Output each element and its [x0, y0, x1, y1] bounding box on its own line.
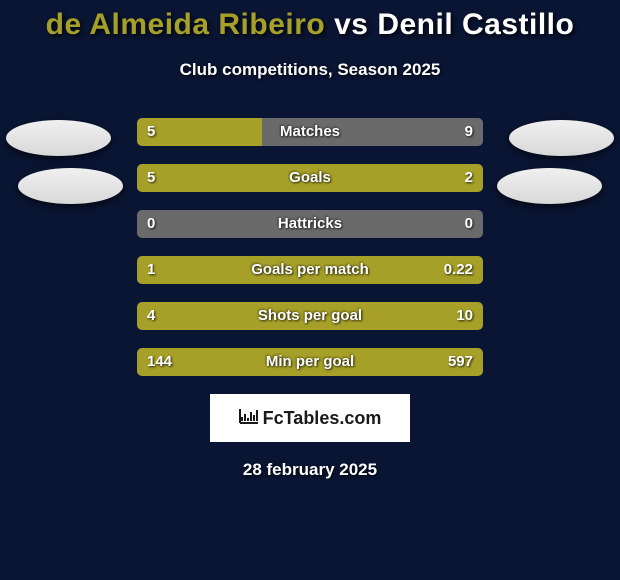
- stat-row: 410Shots per goal: [137, 302, 483, 330]
- stat-label: Min per goal: [137, 348, 483, 376]
- stat-label: Shots per goal: [137, 302, 483, 330]
- snapshot-date: 28 february 2025: [0, 460, 620, 480]
- logo-text: FcTables.com: [263, 408, 382, 429]
- stat-row: 52Goals: [137, 164, 483, 192]
- stat-row: 00Hattricks: [137, 210, 483, 238]
- vs-separator: vs: [334, 8, 368, 41]
- page-title: de Almeida Ribeiro vs Denil Castillo: [0, 8, 620, 42]
- flag-right-team: [509, 120, 614, 156]
- flag-left-country: [18, 168, 123, 204]
- stat-row: 144597Min per goal: [137, 348, 483, 376]
- chart-icon: [239, 408, 259, 429]
- stat-label: Matches: [137, 118, 483, 146]
- player-b-name: Denil Castillo: [377, 8, 574, 41]
- subtitle: Club competitions, Season 2025: [0, 60, 620, 80]
- flag-left-team: [6, 120, 111, 156]
- stat-label: Goals per match: [137, 256, 483, 284]
- flag-right-country: [497, 168, 602, 204]
- stat-label: Hattricks: [137, 210, 483, 238]
- comparison-card: de Almeida Ribeiro vs Denil Castillo Clu…: [0, 0, 620, 480]
- stat-row: 59Matches: [137, 118, 483, 146]
- stat-row: 10.22Goals per match: [137, 256, 483, 284]
- source-logo: FcTables.com: [210, 394, 410, 442]
- stat-label: Goals: [137, 164, 483, 192]
- stats-area: 59Matches 52Goals 00Hattricks 10.22Goals pe…: [0, 118, 620, 376]
- stat-bars: 59Matches 52Goals 00Hattricks 10.22Goals pe…: [137, 118, 483, 376]
- player-a-name: de Almeida Ribeiro: [46, 8, 326, 41]
